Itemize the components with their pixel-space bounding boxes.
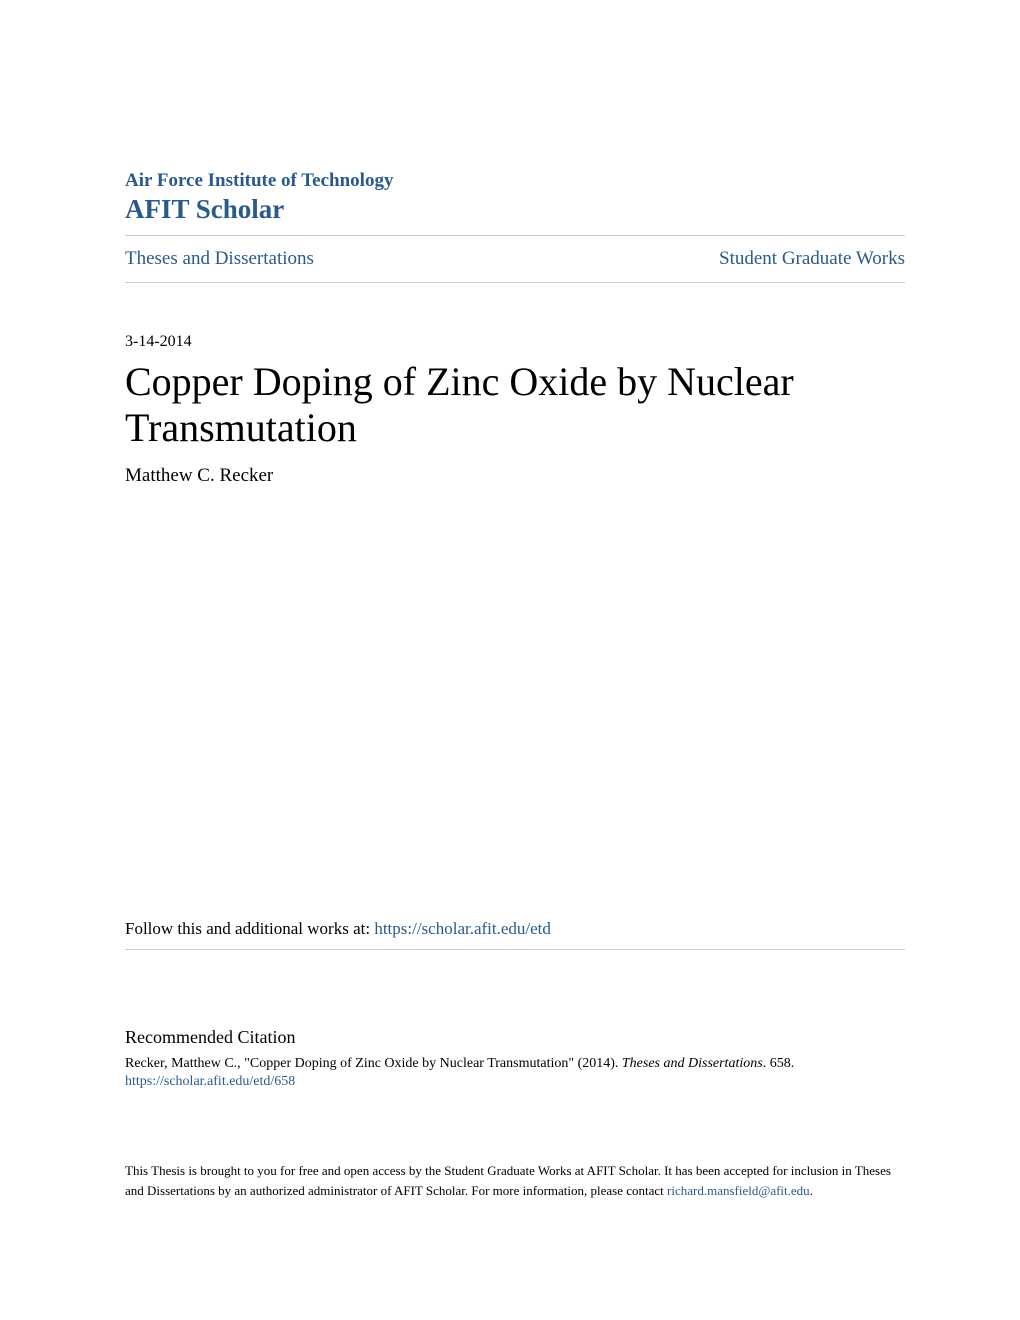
follow-label: Follow this and additional works at:	[125, 919, 374, 938]
follow-text: Follow this and additional works at: htt…	[125, 919, 905, 939]
follow-url-link[interactable]: https://scholar.afit.edu/etd	[374, 919, 551, 938]
breadcrumb-nav: Theses and Dissertations Student Graduat…	[125, 236, 905, 282]
institution-name: Air Force Institute of Technology	[125, 170, 905, 192]
citation-heading: Recommended Citation	[125, 1027, 905, 1048]
nav-graduate-works-link[interactable]: Student Graduate Works	[719, 248, 905, 270]
divider-follow	[125, 949, 905, 950]
footer-suffix: .	[810, 1183, 813, 1198]
nav-theses-link[interactable]: Theses and Dissertations	[125, 248, 314, 270]
author-name: Matthew C. Recker	[125, 465, 905, 487]
document-title: Copper Doping of Zinc Oxide by Nuclear T…	[125, 359, 905, 451]
citation-body: Recker, Matthew C., "Copper Doping of Zi…	[125, 1054, 905, 1074]
citation-section: Recommended Citation Recker, Matthew C.,…	[125, 1027, 905, 1090]
publication-date: 3-14-2014	[125, 333, 905, 351]
divider-nav	[125, 282, 905, 283]
citation-suffix: . 658.	[763, 1056, 795, 1071]
follow-section: Follow this and additional works at: htt…	[125, 919, 905, 950]
footer-email-link[interactable]: richard.mansfield@afit.edu	[667, 1183, 810, 1198]
scholar-title[interactable]: AFIT Scholar	[125, 194, 905, 225]
document-page: Air Force Institute of Technology AFIT S…	[0, 0, 1020, 1320]
citation-url-link[interactable]: https://scholar.afit.edu/etd/658	[125, 1074, 905, 1090]
citation-series: Theses and Dissertations	[622, 1056, 763, 1071]
footer-note: This Thesis is brought to you for free a…	[125, 1161, 905, 1200]
citation-prefix: Recker, Matthew C., "Copper Doping of Zi…	[125, 1056, 622, 1071]
